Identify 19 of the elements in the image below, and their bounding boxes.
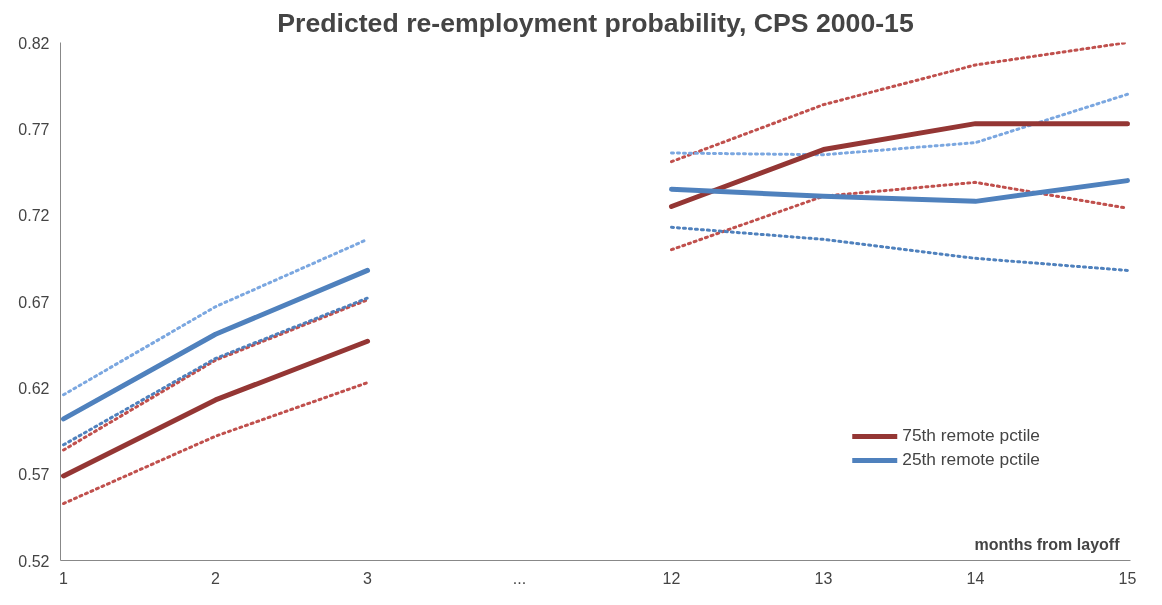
x-tick-label: ... <box>512 569 527 587</box>
x-tick-label: 12 <box>662 569 681 587</box>
y-tick-label: 0.57 <box>18 466 50 484</box>
y-tick-label: 0.52 <box>18 552 50 570</box>
legend-label: 75th remote pctile <box>902 425 1040 446</box>
chart-title: Predicted re-employment probability, CPS 2000-15 <box>277 7 914 38</box>
legend-label: 25th remote pctile <box>902 449 1040 470</box>
x-tick-label: 2 <box>211 569 221 587</box>
x-tick-label: 13 <box>814 569 833 587</box>
x-tick-label: 1 <box>59 569 69 587</box>
x-tick-label: 15 <box>1118 569 1137 587</box>
x-tick-label: 3 <box>363 569 373 587</box>
y-tick-label: 0.72 <box>18 207 50 225</box>
x-tick-label: 14 <box>966 569 985 587</box>
y-tick-label: 0.62 <box>18 379 50 397</box>
y-tick-label: 0.77 <box>18 120 50 138</box>
x-axis-title: months from layoff <box>974 535 1121 553</box>
y-tick-label: 0.82 <box>18 34 50 52</box>
y-tick-label: 0.67 <box>18 293 50 311</box>
